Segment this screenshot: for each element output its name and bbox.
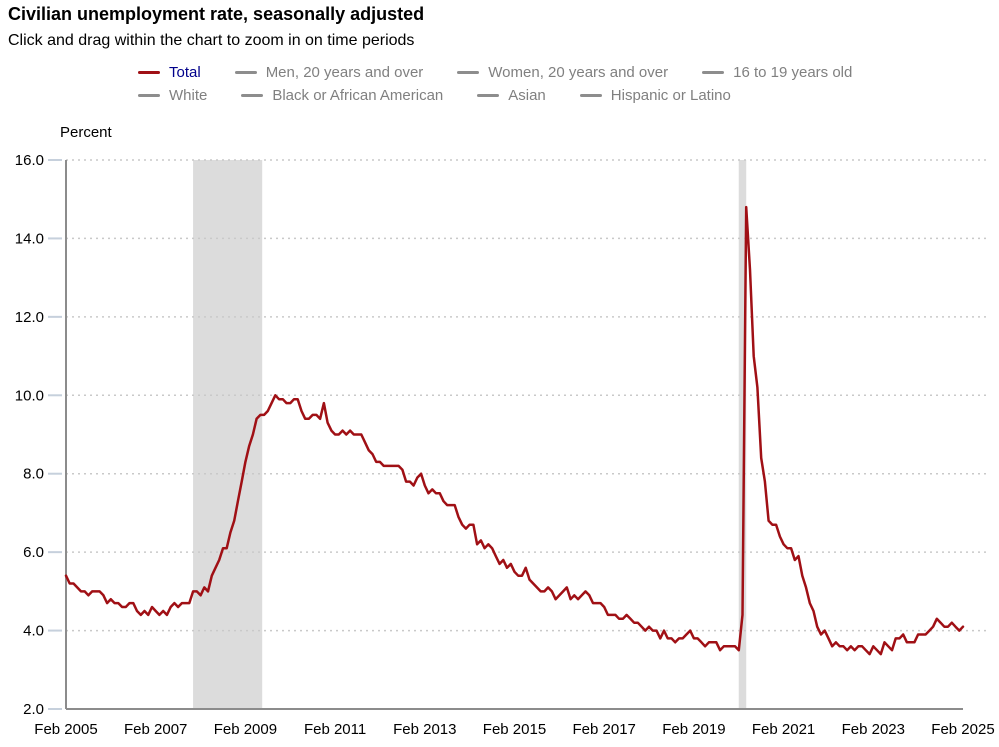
legend-dash-icon: [457, 71, 480, 74]
x-tick-label: Feb 2021: [752, 721, 815, 738]
x-tick-label: Feb 2019: [662, 721, 725, 738]
legend-dash-icon: [138, 71, 160, 74]
legend-item-label: Black or African American: [272, 87, 444, 104]
x-tick-label: Feb 2017: [573, 721, 636, 738]
chart-plot-area[interactable]: [66, 160, 963, 709]
x-tick-label: Feb 2025: [931, 721, 994, 738]
legend-item-label: Women, 20 years and over: [488, 64, 669, 81]
legend-item-total[interactable]: Total: [138, 64, 201, 81]
legend-dash-icon: [702, 71, 725, 74]
legend-item-16-to-19-years-old[interactable]: 16 to 19 years old: [702, 64, 852, 81]
y-tick-label: 12.0: [15, 309, 44, 326]
legend-row-2: White Black or African American Asian Hispa…: [138, 87, 852, 104]
legend-row-1: Total Men, 20 years and over Women, 20 yea…: [138, 64, 852, 81]
legend-item-men-20-years-and-over[interactable]: Men, 20 years and over: [234, 64, 424, 81]
legend-item-label: 16 to 19 years old: [733, 64, 853, 81]
chart-title: Civilian unemployment rate, seasonally a…: [8, 4, 425, 24]
legend-item-hispanic-or-latino[interactable]: Hispanic or Latino: [579, 87, 731, 104]
legend-dash-icon: [579, 94, 602, 97]
y-tick-label: 4.0: [23, 623, 44, 640]
unemployment-line: [64, 205, 965, 656]
x-tick-label: Feb 2007: [124, 721, 187, 738]
y-tick-label: 8.0: [23, 466, 44, 483]
legend-item-asian[interactable]: Asian: [477, 87, 546, 104]
y-tick-label: 14.0: [15, 230, 44, 247]
x-tick-label: Feb 2015: [483, 721, 546, 738]
legend-dash-icon: [138, 94, 160, 97]
legend-dash-icon: [477, 94, 500, 97]
legend-item-label: Hispanic or Latino: [610, 87, 731, 104]
legend-item-label: White: [169, 87, 208, 104]
x-tick-label: Feb 2009: [214, 721, 277, 738]
legend-item-white[interactable]: White: [138, 87, 207, 104]
legend-item-label: Asian: [508, 87, 546, 104]
recession-band: [193, 160, 263, 709]
x-tick-label: Feb 2005: [34, 721, 97, 738]
x-tick-label: Feb 2013: [393, 721, 456, 738]
legend-item-label: Total: [169, 64, 201, 81]
y-tick-label: 6.0: [23, 544, 44, 561]
legend-dash-icon: [234, 71, 257, 74]
legend: Total Men, 20 years and over Women, 20 yea…: [138, 64, 852, 104]
chart-subtitle: Click and drag within the chart to zoom …: [8, 32, 415, 49]
y-tick-label: 16.0: [15, 152, 44, 169]
recession-band: [738, 160, 747, 709]
y-axis-title: Percent: [60, 124, 112, 141]
legend-item-label: Men, 20 years and over: [265, 64, 424, 81]
y-tick-label: 2.0: [23, 701, 44, 718]
y-tick-label: 10.0: [15, 387, 44, 404]
legend-dash-icon: [241, 94, 264, 97]
x-tick-label: Feb 2023: [842, 721, 905, 738]
legend-item-black-or-african-american[interactable]: Black or African American: [241, 87, 443, 104]
legend-item-women-20-years-and-over[interactable]: Women, 20 years and over: [457, 64, 668, 81]
x-tick-label: Feb 2011: [304, 721, 366, 738]
